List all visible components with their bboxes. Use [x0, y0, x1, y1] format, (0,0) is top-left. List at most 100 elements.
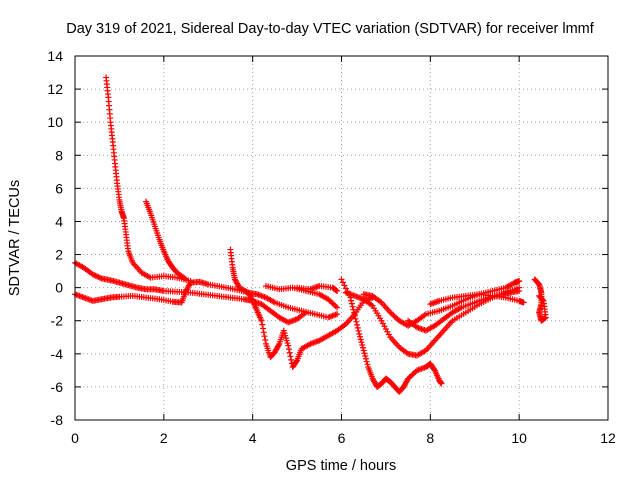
- data-point: [391, 313, 398, 320]
- data-point: [351, 312, 358, 319]
- data-point: [285, 346, 292, 353]
- data-point: [262, 337, 269, 344]
- data-point: [348, 297, 355, 304]
- data-point: [248, 296, 255, 303]
- y-tick-label: -6: [51, 379, 64, 395]
- data-point: [411, 370, 418, 377]
- y-tick-label: 2: [55, 247, 63, 263]
- axis-ticks: 0 2 4 6 8 10 12 -8 -6 -4 -2 0 2 4 6 8 10 12 14: [47, 48, 616, 446]
- y-tick-label: 6: [55, 180, 63, 196]
- series-track-1: [103, 74, 194, 285]
- data-point: [348, 300, 355, 307]
- data-point: [388, 310, 395, 317]
- data-point: [329, 300, 336, 307]
- data-point: [409, 371, 416, 378]
- data-point: [393, 314, 400, 321]
- data-point: [362, 355, 369, 362]
- plot-frame: [74, 55, 609, 421]
- data-point: [381, 323, 388, 330]
- series-track-13: [531, 276, 549, 324]
- series-track-12: [427, 291, 527, 308]
- data-point: [390, 312, 397, 319]
- series-track-7: [294, 282, 341, 294]
- series-track-3: [72, 259, 309, 326]
- data-point: [261, 333, 268, 340]
- data-point: [328, 298, 335, 305]
- y-tick-label: 0: [55, 280, 63, 296]
- y-tick-label: 14: [47, 48, 63, 64]
- data-point: [379, 320, 386, 327]
- data-point: [275, 342, 282, 349]
- data-point: [384, 328, 391, 335]
- series-track-2: [143, 198, 190, 283]
- grid: [75, 56, 608, 420]
- x-tick-label: 10: [511, 430, 527, 446]
- data-point: [350, 306, 357, 313]
- data-point: [364, 361, 371, 368]
- data-point: [334, 311, 341, 318]
- data-point: [332, 303, 339, 310]
- data-point: [359, 341, 366, 348]
- y-tick-label: -8: [51, 412, 64, 428]
- data-point: [382, 326, 389, 332]
- x-axis-label: GPS time / hours: [286, 458, 396, 474]
- data-point: [287, 353, 294, 360]
- data-point: [260, 325, 267, 332]
- data-points: [72, 74, 549, 395]
- y-tick-label: -2: [51, 313, 64, 329]
- data-point: [355, 327, 362, 334]
- data-point: [349, 303, 356, 310]
- data-point: [520, 299, 527, 306]
- data-point: [334, 304, 341, 311]
- data-point: [385, 331, 392, 338]
- data-point: [286, 349, 293, 356]
- chart-title: Day 319 of 2021, Sidereal Day-to-day VTE…: [66, 21, 595, 37]
- data-point: [438, 380, 445, 387]
- x-tick-label: 2: [160, 430, 168, 446]
- data-point: [536, 293, 543, 300]
- data-point: [259, 321, 266, 328]
- data-point: [354, 321, 361, 328]
- y-tick-label: -4: [51, 346, 64, 362]
- data-point: [360, 347, 367, 354]
- x-tick-label: 8: [426, 430, 434, 446]
- data-point: [183, 276, 190, 283]
- series-track-4: [72, 278, 341, 321]
- data-point: [258, 317, 265, 324]
- y-tick-label: 4: [55, 213, 63, 229]
- y-tick-label: 12: [47, 81, 63, 97]
- data-point: [351, 309, 358, 316]
- data-point: [339, 279, 346, 286]
- data-point: [536, 292, 543, 299]
- data-point: [516, 278, 523, 285]
- x-tick-label: 6: [338, 430, 346, 446]
- data-point: [331, 301, 338, 308]
- data-point: [285, 342, 292, 349]
- data-point: [359, 344, 366, 351]
- data-point: [293, 358, 300, 365]
- data-point: [288, 356, 295, 363]
- x-tick-label: 4: [249, 430, 257, 446]
- x-tick-label: 12: [600, 430, 616, 446]
- data-point: [363, 358, 370, 365]
- data-point: [357, 333, 364, 340]
- data-point: [357, 336, 364, 343]
- data-point: [338, 276, 345, 283]
- data-point: [408, 372, 415, 379]
- data-point: [361, 350, 368, 357]
- data-point: [362, 353, 369, 360]
- y-tick-label: 10: [47, 114, 63, 130]
- data-point: [356, 330, 363, 337]
- data-point: [353, 318, 360, 325]
- data-point: [354, 324, 361, 331]
- data-point: [352, 315, 359, 322]
- data-point: [516, 287, 523, 294]
- data-point: [334, 287, 341, 294]
- y-axis-label: SDTVAR / TECUs: [7, 180, 23, 296]
- series-track-8: [338, 276, 445, 395]
- x-tick-label: 0: [71, 430, 79, 446]
- data-point: [260, 329, 267, 336]
- data-point: [358, 339, 365, 346]
- data-point: [341, 282, 348, 289]
